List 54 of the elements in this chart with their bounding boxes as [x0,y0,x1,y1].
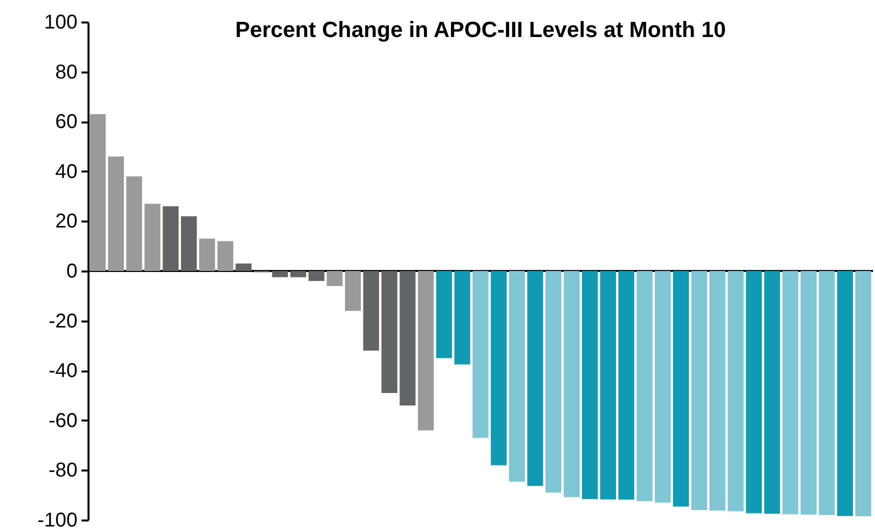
bar [126,176,142,271]
bar [837,271,853,516]
bar [818,271,835,516]
bar [108,156,124,271]
bar [728,271,744,512]
bar [162,206,179,271]
bar [418,271,434,430]
bar [800,271,816,515]
bar [618,271,634,500]
y-tick-label: 20 [55,210,78,233]
y-tick-label: -20 [48,310,78,332]
y-tick-label: -40 [48,360,78,382]
bar [490,271,507,466]
bar [636,271,652,502]
bar [654,271,671,503]
bar [564,271,580,498]
bar [290,271,306,278]
bar [746,271,762,514]
bar [272,271,288,278]
bar [344,271,361,311]
bar [545,271,562,493]
bar [691,271,708,510]
y-tick-label: -60 [48,410,78,432]
bar [600,271,616,500]
y-tick-label: 60 [55,111,78,134]
y-tick-label: 80 [55,61,78,84]
bar [381,271,398,394]
bar [527,271,544,486]
y-tick-label: 40 [55,160,78,183]
y-tick-label: -80 [48,460,78,482]
bar [199,238,216,271]
y-tick-label: 0 [66,260,78,282]
bar [673,271,689,507]
bar [90,114,106,271]
bar [180,216,197,271]
bar [400,271,416,406]
bar [308,271,324,281]
bar [509,271,525,482]
bar [582,271,598,500]
bar [454,271,470,364]
bar [236,264,252,271]
bar [472,271,488,438]
bar [710,271,726,511]
y-tick-label: -100 [37,510,78,529]
bar [764,271,780,514]
bar [217,241,234,271]
chart-title: Percent Change in APOC-III Levels at Month 10 [235,17,726,42]
bar [144,204,160,271]
bar [782,271,798,514]
y-tick-label: 100 [44,12,78,34]
bar [855,271,872,516]
bar [326,271,343,286]
bar [436,271,452,358]
bar [363,271,380,351]
